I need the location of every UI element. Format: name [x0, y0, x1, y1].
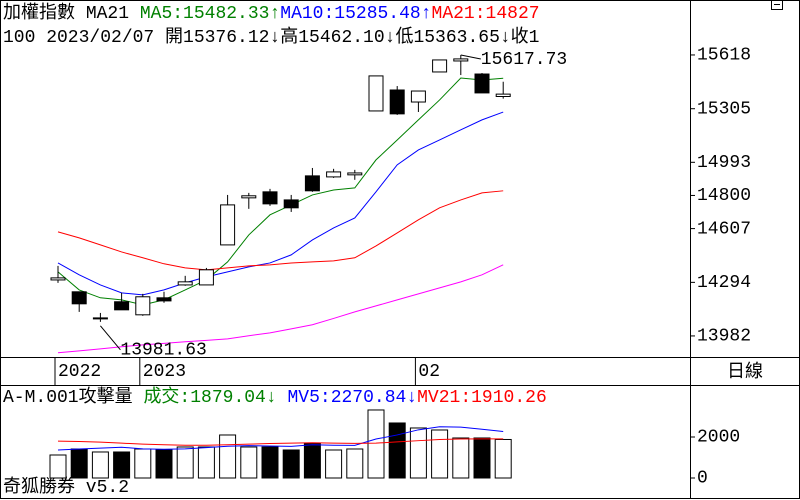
candle-body [347, 172, 363, 176]
window-icon[interactable] [771, 0, 783, 10]
candle-body [453, 58, 469, 62]
volume-bar [325, 449, 343, 479]
volume-bar [240, 446, 258, 479]
candle-body [432, 59, 448, 73]
candle-body [495, 93, 511, 98]
volume-bar [49, 454, 67, 479]
x-tick-label: 2023 [143, 362, 186, 382]
volume-bar [219, 434, 237, 479]
candle-body [283, 199, 299, 209]
annotation-leader [100, 325, 121, 351]
volume-bar [282, 449, 300, 479]
candle-body [389, 89, 405, 115]
volume-bar [346, 448, 364, 479]
volume-bar [367, 409, 385, 479]
arrow: ↑ [421, 4, 432, 24]
annotation-leader [460, 54, 481, 60]
y-tick-label: 14607 [697, 219, 751, 239]
header-line: 加權指數 MA21 MA5:15482.33↑MA10:15285.48↑MA2… [3, 2, 540, 24]
volume-bar [70, 448, 88, 479]
legend-entry: MA5:15482.33 [140, 4, 270, 24]
volume-bar [155, 449, 173, 479]
ma-line [57, 426, 504, 451]
volume-bar [91, 451, 109, 479]
header-line: A-M.001攻擊量 成交:1879.04↓ MV5:2270.84↓MV21:… [3, 386, 547, 408]
x-tick-label: 02 [418, 362, 440, 382]
arrow: ↓ [406, 388, 417, 408]
candle-body [474, 73, 490, 94]
x-tick-label: 2022 [58, 362, 101, 382]
y-tick-label: 15305 [697, 99, 751, 119]
volume-bar [113, 451, 131, 479]
y-tick-label: 2000 [697, 428, 740, 448]
annotation: 13981.63 [120, 341, 206, 361]
indicator: MA21 [86, 4, 129, 24]
ma-line [57, 190, 504, 271]
candle-body [220, 204, 236, 246]
y-tick-label: 14993 [697, 153, 751, 173]
annotation: 15617.73 [481, 50, 567, 70]
ma-line [57, 438, 504, 446]
candle-body [135, 296, 151, 316]
volume-bar [388, 422, 406, 479]
candle-body [114, 301, 130, 311]
ma-line [57, 77, 504, 306]
candle-body [262, 191, 278, 205]
title: 加權指數 [3, 2, 75, 24]
y-tick-label: 14800 [697, 186, 751, 206]
candle-body [304, 175, 320, 192]
arrow: ↓ [266, 388, 277, 408]
y-tick-label: 15618 [697, 46, 751, 66]
info-line: 100 2023/02/07 開15376.12↓高15462.10↓低1536… [3, 26, 539, 48]
volume-bar [176, 446, 194, 479]
legend-entry: MV21:1910.26 [417, 388, 547, 408]
volume-bar [261, 446, 279, 479]
volume-bar [431, 429, 449, 479]
legend-entry: MV5:2270.84 [287, 388, 406, 408]
candle-body [156, 297, 172, 302]
y-tick-label: 13982 [697, 327, 751, 347]
volume-bar [473, 437, 491, 479]
candle-body [241, 195, 257, 199]
volume-bar [303, 442, 321, 479]
y-tick-label: 0 [697, 469, 708, 489]
bar-label: 成交:1879.04 [143, 386, 265, 408]
candle-body [71, 291, 87, 305]
volume-bar [494, 438, 512, 479]
y-tick-label: 14294 [697, 273, 751, 293]
candle-body [368, 75, 384, 112]
candle-body [198, 269, 214, 286]
candle-body [50, 277, 66, 281]
title: A-M.001攻擊量 [3, 386, 133, 408]
candle-body [410, 90, 426, 103]
legend-entry: MA21:14827 [432, 4, 540, 24]
volume-bar [134, 448, 152, 479]
candle-body [177, 281, 193, 286]
volume-bar [452, 437, 470, 479]
ma-line [57, 264, 504, 354]
period[interactable]: 日線 [727, 361, 763, 383]
footer: 奇狐勝券 v5.2 [3, 476, 129, 498]
header: 加權指數 MA21 MA5:15482.33↑MA10:15285.48↑MA2… [3, 2, 547, 408]
volume-bar [409, 427, 427, 479]
legend-entry: MA10:15285.48 [280, 4, 420, 24]
arrow: ↑ [269, 4, 280, 24]
ma-line [57, 111, 504, 296]
candle-body [92, 317, 108, 320]
candle-body [326, 171, 342, 178]
volume-bar [197, 446, 215, 479]
